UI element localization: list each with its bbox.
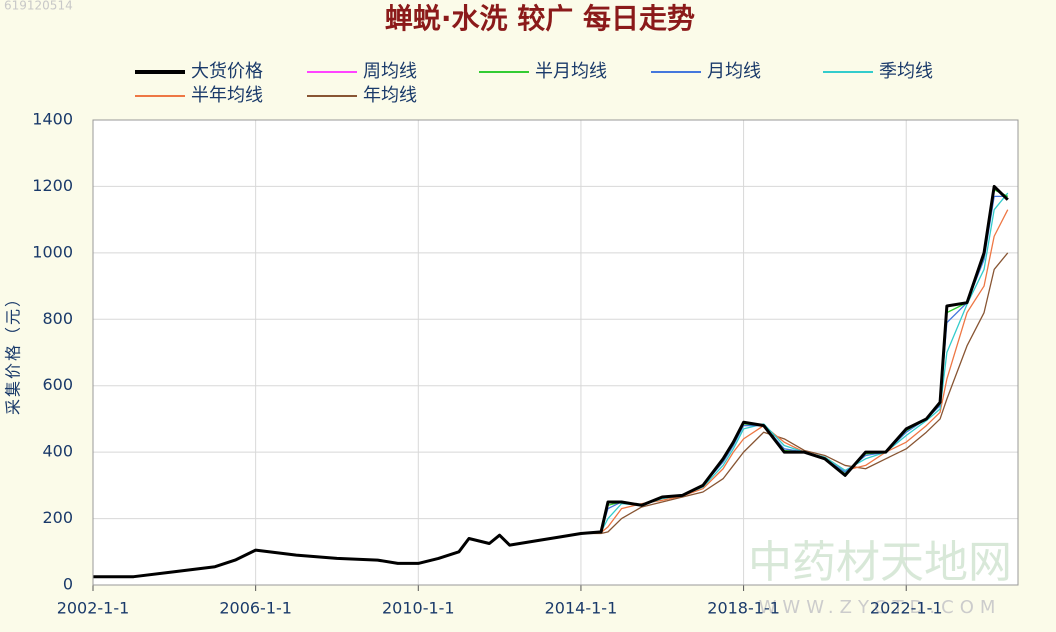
x-tick-label: 2022-1-1 xyxy=(870,599,943,618)
watermark-url: WWW.ZYCTD.COM xyxy=(759,597,1002,618)
y-tick-label: 600 xyxy=(42,375,73,394)
x-tick-label: 2014-1-1 xyxy=(545,599,618,618)
legend-label: 季均线 xyxy=(879,61,933,82)
y-tick-label: 0 xyxy=(63,575,73,594)
id-text: 619120514 xyxy=(4,0,73,13)
axes: 0 200 400 600 800 1000 1200 1400 2002-1-1 2006-1-… xyxy=(32,110,1019,618)
x-tick-label: 2018-1-1 xyxy=(707,599,780,618)
y-tick-label: 1200 xyxy=(32,176,73,195)
y-tick-label: 400 xyxy=(42,442,73,461)
y-tick-label: 800 xyxy=(42,309,73,328)
legend-label: 周均线 xyxy=(363,61,417,82)
plot-frame xyxy=(92,119,1019,586)
y-tick-label: 1000 xyxy=(32,242,73,261)
legend-label: 年均线 xyxy=(363,85,417,106)
legend-label: 半月均线 xyxy=(535,61,607,82)
y-axis-label: 采集价格（元） xyxy=(4,289,23,415)
watermark: 中药材天地网 xyxy=(748,537,1012,588)
x-tick-label: 2002-1-1 xyxy=(57,599,130,618)
legend-label: 半年均线 xyxy=(191,85,263,106)
chart-title: 蝉蜕·水洗 较广 每日走势 xyxy=(385,2,695,35)
y-tick-label: 1400 xyxy=(32,110,73,129)
legend-label: 月均线 xyxy=(707,61,761,82)
x-tick-label: 2006-1-1 xyxy=(219,599,292,618)
legend-label: 大货价格 xyxy=(191,61,263,82)
series-line xyxy=(93,184,1009,579)
y-tick-label: 200 xyxy=(42,508,73,527)
plot-area xyxy=(93,120,1018,585)
lines xyxy=(93,184,1009,579)
x-tick-label: 2010-1-1 xyxy=(382,599,455,618)
